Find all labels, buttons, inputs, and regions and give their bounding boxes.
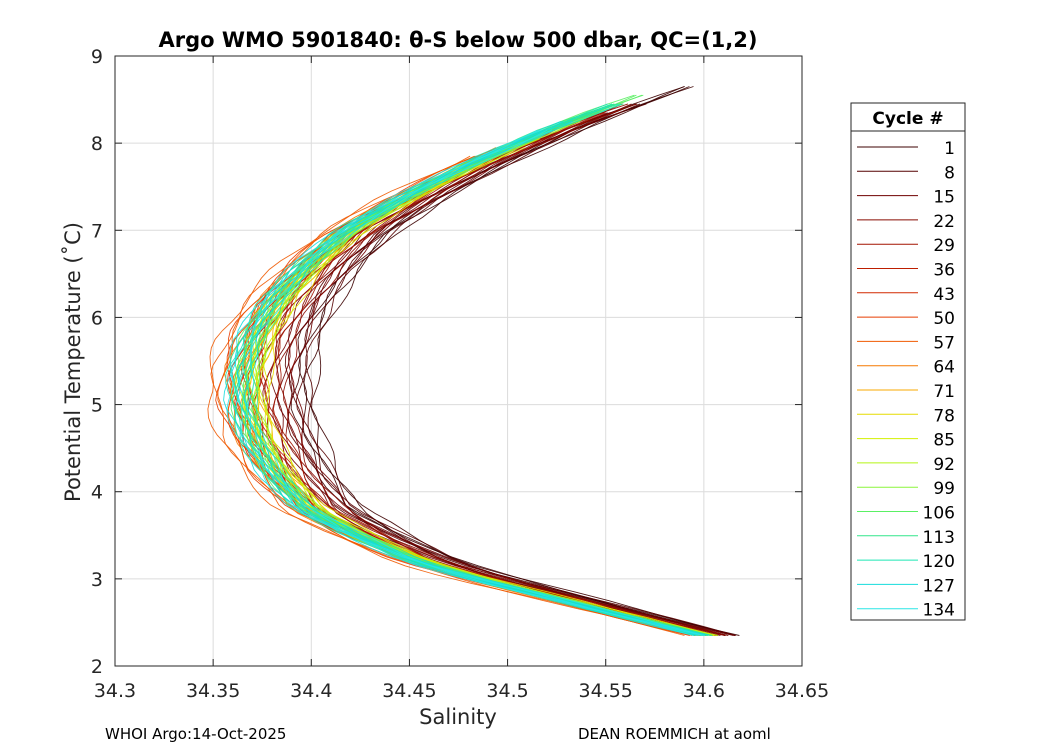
legend-label: 134 xyxy=(923,601,955,621)
y-axis-label: Potential Temperature (˚C) xyxy=(61,222,85,502)
profile-line-cycle-127 xyxy=(234,120,699,636)
profile-lines xyxy=(207,86,740,636)
legend-label: 8 xyxy=(944,163,955,183)
profile-line-cycle-29 xyxy=(272,112,717,636)
profile-line-cycle-92 xyxy=(255,120,719,636)
x-tick-label: 34.5 xyxy=(486,680,528,702)
footer-left: WHOI Argo:14-Oct-2025 xyxy=(105,725,287,743)
legend-label: 113 xyxy=(923,528,955,548)
y-tick-label: 9 xyxy=(91,46,103,68)
legend-label: 78 xyxy=(933,406,955,426)
legend-label: 43 xyxy=(933,285,955,305)
profile-line-cycle-22 xyxy=(276,103,728,636)
profile-line-cycle-8 xyxy=(295,103,729,636)
y-tick-label: 3 xyxy=(91,569,103,591)
plot-frame xyxy=(114,55,803,667)
profile-line-cycle-78 xyxy=(264,147,713,636)
legend: Cycle # 1 8 15 22 29 36 43 50 57 64 71 78 85 92 99 106 1… xyxy=(850,102,966,621)
profile-line-cycle-57 xyxy=(207,155,685,636)
legend-label: 15 xyxy=(933,188,955,208)
profile-line-cycle-127 xyxy=(236,120,709,636)
legend-label: 1 xyxy=(944,139,955,159)
legend-label: 71 xyxy=(933,382,955,402)
profile-line-cycle-134 xyxy=(236,129,703,636)
x-tick-label: 34.35 xyxy=(186,680,240,702)
legend-label: 36 xyxy=(933,261,955,281)
legend-label: 22 xyxy=(933,212,955,232)
profile-line-cycle-15 xyxy=(270,112,726,636)
legend-title: Cycle # xyxy=(872,109,943,129)
x-tick-label: 34.6 xyxy=(683,680,725,702)
y-tick-label: 6 xyxy=(91,307,103,329)
profile-line-cycle-22 xyxy=(283,103,726,636)
profile-line-cycle-113 xyxy=(249,103,712,636)
profile-line-cycle-15 xyxy=(290,112,736,636)
profile-line-cycle-134 xyxy=(246,129,704,636)
legend-label: 57 xyxy=(933,333,955,353)
y-tick-label: 2 xyxy=(91,656,103,678)
x-axis-ticks: 34.3 34.35 34.4 34.45 34.5 34.55 34.6 34.65 xyxy=(94,56,829,702)
x-tick-label: 34.55 xyxy=(579,680,633,702)
legend-label: 85 xyxy=(933,431,955,451)
legend-label: 120 xyxy=(923,552,955,572)
x-tick-label: 34.45 xyxy=(382,680,436,702)
legend-box xyxy=(850,102,966,621)
y-axis-ticks: 2 3 4 5 6 7 8 9 xyxy=(91,46,802,678)
legend-label: 50 xyxy=(933,309,955,329)
legend-label: 92 xyxy=(933,455,955,475)
legend-label: 127 xyxy=(923,576,955,596)
chart-title: Argo WMO 5901840: θ-S below 500 dbar, QC… xyxy=(159,28,758,52)
x-tick-label: 34.3 xyxy=(94,680,136,702)
y-tick-label: 7 xyxy=(91,220,103,242)
profile-line-cycle-134 xyxy=(230,129,706,636)
legend-label: 29 xyxy=(933,236,955,256)
x-axis-label: Salinity xyxy=(419,705,497,729)
y-tick-label: 4 xyxy=(91,482,103,504)
y-tick-label: 5 xyxy=(91,395,103,417)
x-tick-label: 34.4 xyxy=(290,680,332,702)
y-tick-label: 8 xyxy=(91,133,103,155)
profile-line-cycle-106 xyxy=(251,94,706,636)
profile-line-cycle-127 xyxy=(223,120,695,636)
profile-line-cycle-85 xyxy=(263,138,715,636)
legend-label: 106 xyxy=(923,504,955,524)
x-tick-label: 34.65 xyxy=(775,680,829,702)
legend-label: 99 xyxy=(933,479,955,499)
profile-line-cycle-57 xyxy=(217,155,693,636)
footer-right: DEAN ROEMMICH at aoml xyxy=(578,725,771,743)
legend-label: 64 xyxy=(933,358,955,378)
